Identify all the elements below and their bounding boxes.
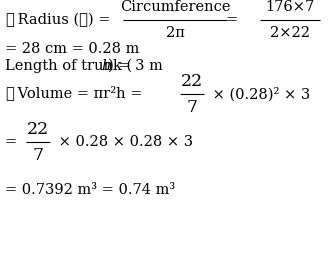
Text: ) = 3 m: ) = 3 m [108, 59, 163, 73]
Text: Radius (∷) =: Radius (∷) = [13, 13, 115, 27]
Text: 176×7: 176×7 [265, 0, 315, 14]
Text: Circumference: Circumference [120, 0, 230, 14]
Text: h: h [101, 59, 111, 73]
Text: 22: 22 [181, 73, 203, 90]
Text: 7: 7 [32, 146, 44, 163]
Text: ∴: ∴ [5, 13, 14, 27]
Text: Volume = πr²h =: Volume = πr²h = [13, 87, 147, 101]
Text: 7: 7 [186, 99, 197, 116]
Text: ∴: ∴ [5, 87, 14, 101]
Text: 2×22: 2×22 [270, 26, 310, 40]
Text: =: = [5, 135, 17, 149]
Text: =: = [226, 13, 238, 27]
Text: = 28 cm = 0.28 m: = 28 cm = 0.28 m [5, 42, 139, 56]
Text: Length of trunk (: Length of trunk ( [5, 59, 132, 73]
Text: × (0.28)² × 3: × (0.28)² × 3 [208, 87, 310, 101]
Text: 2π: 2π [166, 26, 184, 40]
Text: 22: 22 [27, 121, 49, 138]
Text: = 0.7392 m³ = 0.74 m³: = 0.7392 m³ = 0.74 m³ [5, 183, 175, 197]
Text: × 0.28 × 0.28 × 3: × 0.28 × 0.28 × 3 [54, 135, 193, 149]
